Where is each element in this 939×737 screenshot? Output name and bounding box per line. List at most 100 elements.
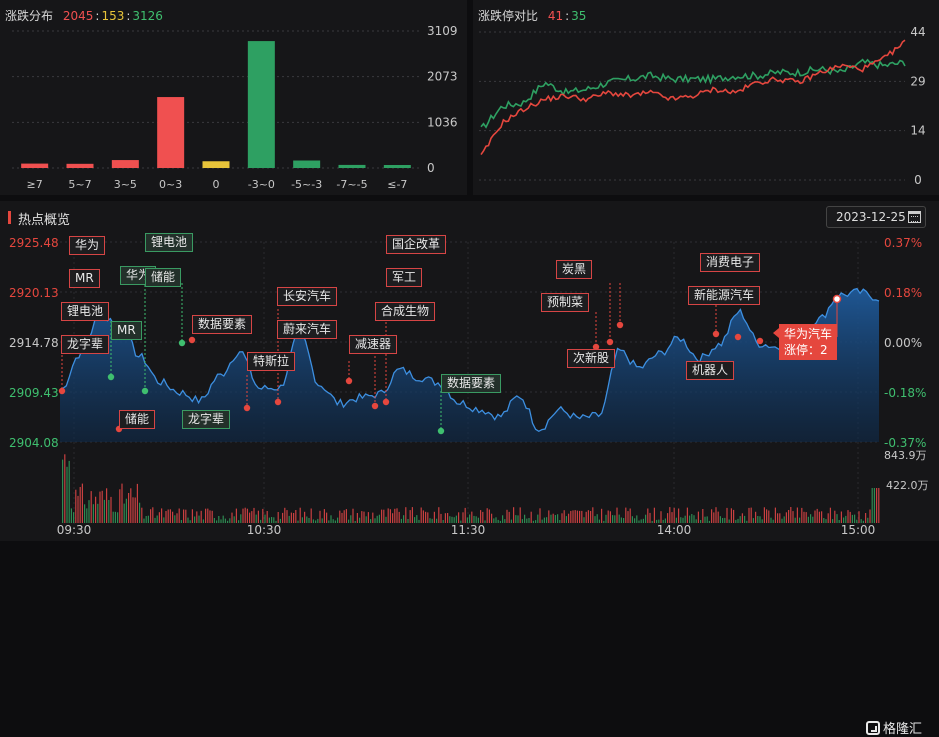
volume-bar [447, 513, 449, 523]
volume-bar [409, 510, 411, 523]
x-tick-label: -3~0 [248, 178, 275, 191]
hot-tag[interactable]: 军工 [386, 268, 423, 287]
volume-bar [97, 503, 99, 523]
hot-tag[interactable]: 国企改革 [386, 235, 447, 254]
hot-tag[interactable]: 锂电池 [61, 302, 110, 321]
hot-tag[interactable]: 机器人 [686, 361, 735, 380]
event-marker [382, 398, 390, 406]
volume-bar [213, 518, 215, 523]
volume-bar [218, 516, 220, 523]
volume-bar [198, 515, 200, 523]
volume-bar [114, 511, 116, 523]
volume-bar [609, 511, 611, 523]
volume-bar [352, 508, 354, 523]
hot-tag[interactable]: MR [69, 269, 100, 288]
pct-tick-label: 0.37% [884, 236, 922, 250]
hot-tag[interactable]: 长安汽车 [277, 287, 338, 306]
calendar-icon[interactable] [908, 211, 921, 223]
volume-bar [552, 513, 554, 523]
hot-tag[interactable]: 减速器 [349, 335, 398, 354]
volume-bar [112, 511, 114, 523]
volume-bar [266, 511, 268, 523]
volume-bar [796, 507, 798, 523]
volume-bar [207, 508, 209, 523]
hot-tag[interactable]: 预制菜 [541, 293, 590, 312]
volume-bar [125, 498, 127, 523]
volume-bar [400, 518, 402, 523]
date-picker[interactable]: 2023-12-25 [826, 206, 926, 228]
volume-bar [733, 509, 735, 523]
volume-bar [719, 516, 721, 523]
volume-bar [722, 518, 724, 523]
volume-bar [708, 520, 710, 523]
volume-bar [814, 510, 816, 523]
volume-bar [730, 508, 732, 523]
volume-bar [717, 511, 719, 523]
volume-bar [231, 512, 233, 523]
pct-tick-label: 0.00% [884, 336, 922, 350]
volume-bar [675, 517, 677, 523]
volume-bar [167, 509, 169, 523]
x-tick-label: 5~7 [68, 178, 91, 191]
volume-bar [466, 517, 468, 523]
y-tick-label: 44 [910, 25, 925, 39]
hot-tag[interactable]: 新能源汽车 [688, 286, 761, 305]
hot-tag[interactable]: 储能 [119, 410, 156, 429]
volume-bar [150, 509, 152, 523]
volume-bar [664, 518, 666, 523]
distribution-panel: 涨跌分布 2045:153:3126 3109 2073 1036 0 ≥7 5~7 3~5… [0, 0, 467, 195]
volume-bar [275, 520, 277, 523]
volume-bar [84, 504, 86, 523]
hot-tag[interactable]: 华为 [69, 236, 106, 255]
hot-tag[interactable]: 锂电池 [145, 233, 194, 252]
hot-tag[interactable]: 特斯拉 [247, 352, 296, 371]
volume-bar [865, 513, 867, 523]
volume-bar [669, 507, 671, 523]
volume-bar [211, 510, 213, 523]
hot-tag[interactable]: MR [111, 321, 142, 340]
event-marker [606, 338, 614, 346]
event-marker [371, 402, 379, 410]
volume-bar [328, 520, 330, 523]
volume-bar [592, 507, 594, 523]
volume-bar [847, 510, 849, 523]
hot-tag[interactable]: 消费电子 [700, 253, 761, 272]
time-tick-label: 15:00 [841, 523, 876, 537]
limit-up-count: 41 [547, 9, 564, 23]
volume-bar [653, 507, 655, 523]
volume-bar [838, 520, 840, 523]
volume-bar [194, 516, 196, 523]
volume-bar [486, 508, 488, 523]
volume-bar [319, 510, 321, 523]
distribution-chart: 3109 2073 1036 0 ≥7 5~7 3~5 0~3 0 -3~0 -5~-3 -7~-5 ≤… [12, 24, 458, 191]
volume-bar [229, 518, 231, 523]
volume-bar [629, 508, 631, 523]
hot-tag[interactable]: 炭黑 [556, 260, 593, 279]
hot-tag[interactable]: 数据要素 [441, 374, 502, 393]
volume-bar [543, 517, 545, 523]
volume-bar [612, 515, 614, 523]
hot-tag[interactable]: 龙字辈 [182, 410, 231, 429]
volume-bar [563, 510, 565, 523]
hot-tag[interactable]: 龙字辈 [61, 335, 110, 354]
hot-tag[interactable]: 蔚来汽车 [277, 320, 338, 339]
bar [383, 165, 411, 168]
hot-tag[interactable]: 储能 [145, 268, 182, 287]
volume-bar [433, 511, 435, 523]
flat-count: 153 [101, 9, 125, 23]
volume-bar [86, 508, 88, 523]
hot-tag[interactable]: 合成生物 [375, 302, 436, 321]
volume-bar [792, 511, 794, 523]
volume-bar [284, 507, 286, 523]
hot-tag[interactable]: 数据要素 [192, 315, 253, 334]
hot-tag[interactable]: 次新股 [567, 349, 616, 368]
volume-bar [189, 520, 191, 523]
volume-bar [77, 495, 79, 523]
volume-bar [427, 512, 429, 523]
volume-bar [220, 519, 222, 523]
volume-bar [829, 507, 831, 523]
volume-bar [667, 513, 669, 523]
volume-bar [242, 508, 244, 523]
volume-bar [684, 515, 686, 523]
volume-bar [205, 508, 207, 523]
